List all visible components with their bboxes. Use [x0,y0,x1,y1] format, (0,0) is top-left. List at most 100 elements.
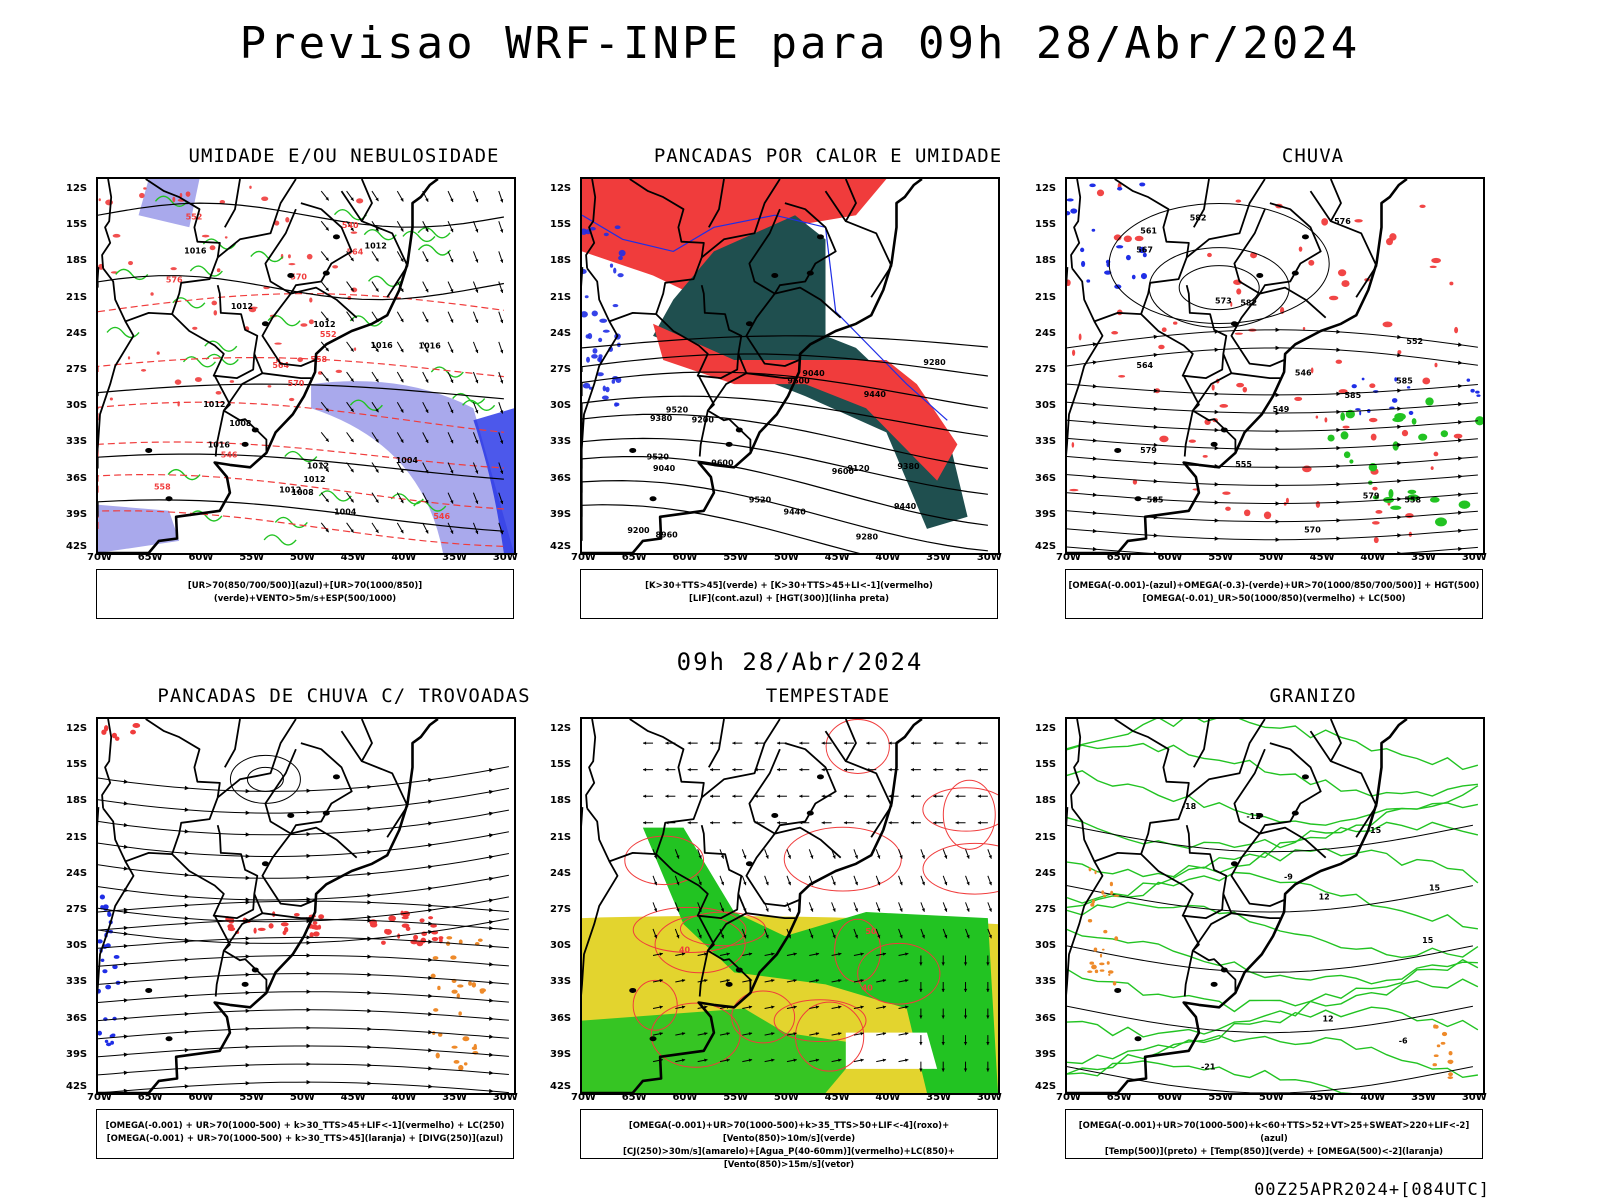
lat-tick-label: 42S [1035,1081,1057,1092]
lat-tick-label: 39S [1035,1048,1057,1060]
contour-label: 564 [1136,361,1153,370]
contour-label: 9440 [894,502,917,511]
lon-tick-label: 60W [672,1092,698,1103]
lon-tick-label: 30W [492,1092,518,1103]
panel-title: TEMPESTADE [765,685,891,707]
contour-label: 1012 [307,461,329,470]
contour-label: 558 [310,355,327,364]
contour-label: -18 [1182,802,1197,811]
lat-tick-label: 39S [1035,508,1057,520]
contour-label: 567 [1136,245,1153,254]
lon-tick-label: 35W [1411,1092,1437,1103]
lat-tick-label: 42S [66,1081,88,1092]
panel-title: GRANIZO [1269,685,1357,707]
lat-tick-label: 39S [66,508,88,520]
lon-tick-label: 30W [976,552,1002,563]
map-canvas [98,719,509,1093]
contour-label: -9 [1284,873,1293,882]
lat-tick-label: 27S [550,904,572,916]
lat-tick-label: 42S [550,541,572,552]
contour-label: 1012 [303,475,325,484]
contour-label: 552 [1406,337,1423,346]
lat-tick-label: 33S [66,976,88,988]
contour-label: 561 [1140,226,1157,235]
mid-title: 09h 28/Abr/2024 [676,648,924,676]
contour-label: -12 [1246,812,1260,821]
lon-tick-label: 30W [1461,552,1487,563]
legend-line: [CJ(250)>30m/s](amarelo)+[Agua_P(40-60mm… [622,1147,956,1170]
legend-box: [OMEGA(-0.001)-(azul)+OMEGA(-0.3)-(verde… [1065,569,1483,619]
lat-tick-label: 24S [66,867,88,879]
lon-tick-label: 40W [391,1092,417,1103]
lat-tick-label: 30S [550,400,572,412]
lat-tick-label: 21S [66,831,88,843]
lon-tick-label: 55W [239,1092,265,1103]
lat-tick-label: 27S [1035,904,1057,916]
lon-tick-label: 65W [137,1092,163,1103]
contour-label: 576 [1334,217,1351,226]
contour-label: 552 [320,330,337,339]
lat-tick-label: 42S [550,1081,572,1092]
lat-tick-label: 30S [66,400,88,412]
lat-tick-label: 36S [550,472,572,484]
panel-pancadas-trovoadas: PANCADAS DE CHUVA C/ TROVOADAS 12S 15S 18S 2… [66,685,594,1160]
lon-tick-label: 50W [1258,552,1284,563]
contour-label: 9380 [650,414,673,423]
lat-tick-label: 36S [1035,472,1057,484]
contour-label: 9040 [802,369,825,378]
contour-label: 9280 [923,358,946,367]
lon-tick-label: 60W [188,552,214,563]
lat-tick-label: 24S [1035,327,1057,339]
legend-box: [UR>70(850/700/500)](azul)+[UR>70(1000/8… [96,569,514,619]
panel-chuva: CHUVA 585 585 585 582 582 579 579 576 573 570 567 56… [1035,145,1563,619]
lat-tick-label: 12S [1035,183,1057,195]
lat-tick-label: 36S [550,1012,572,1024]
lat-tick-label: 15S [550,219,572,231]
contour-label: 555 [1235,460,1252,469]
legend-line: [Temp(500)](preto) + [Temp(850)](verde) … [1104,1147,1444,1157]
contour-label: 570 [288,379,305,388]
panel-title: UMIDADE E/OU NEBULOSIDADE [188,145,500,167]
lat-tick-label: 33S [1035,976,1057,988]
contour-label: 9040 [653,464,676,473]
map-canvas: 9600 9600 9600 9520 9520 9520 9440 9440 9440 9380… [582,179,988,553]
contour-label: 50 [865,927,877,936]
lat-tick-label: 39S [550,508,572,520]
lat-tick-label: 27S [1035,364,1057,376]
lat-tick-label: 27S [66,904,88,916]
lat-tick-label: 18S [1035,795,1057,807]
map-frame: 40 40 50 [580,717,1000,1095]
contour-label: 1016 [184,246,207,255]
legend-line: [K>30+TTS>45](verde) + [K>30+TTS>45+LI<-… [645,581,933,591]
lon-tick-label: 55W [1208,552,1234,563]
contour-label: 570 [1304,525,1321,534]
lat-tick-label: 18S [1035,255,1057,267]
contour-label: 546 [1295,369,1312,378]
contour-label: 9520 [647,453,670,462]
contour-label: 582 [1240,298,1257,307]
legend-box: [OMEGA(-0.001) + UR>70(1000-500) + k>30_… [96,1109,514,1159]
legend-line: [OMEGA(-0.001) + UR>70(1000-500) + k>30_… [105,1121,505,1131]
lat-tick-label: 15S [66,219,88,231]
contour-label: 585 [1396,377,1413,386]
lon-tick-label: 30W [1461,1092,1487,1103]
contour-label: 549 [1273,405,1290,414]
map-canvas: 5855855855825825795795765735705675645615… [1067,179,1483,553]
lat-tick-label: 39S [550,1048,572,1060]
contour-label: 579 [1363,491,1380,500]
contour-label: 558 [154,482,171,491]
panel-granizo: GRANIZO 15 12 -15 -12 -18 -21 -9 -6 15 12 12S 15S 18S… [1035,685,1563,1160]
lon-tick-label: 65W [1106,1092,1132,1103]
contour-label: 1004 [334,508,357,517]
contour-label: 9380 [897,462,920,471]
main-title: Previsao WRF-INPE para 09h 28/Abr/2024 [239,18,1361,69]
lon-tick-label: 40W [391,552,417,563]
contour-label: 15 [1422,936,1434,945]
contour-label: 546 [433,512,450,521]
panel-umidade: UMIDADE E/OU NEBULOSIDADE 1012 1012 1012 101… [66,145,594,619]
lat-tick-label: 21S [66,291,88,303]
lat-tick-label: 12S [66,723,88,735]
contour-label: -15 [1367,826,1382,835]
contour-label: 9600 [787,377,810,386]
map-frame: 15 12 -15 -12 -18 -21 -9 -6 15 12 [1065,717,1485,1095]
